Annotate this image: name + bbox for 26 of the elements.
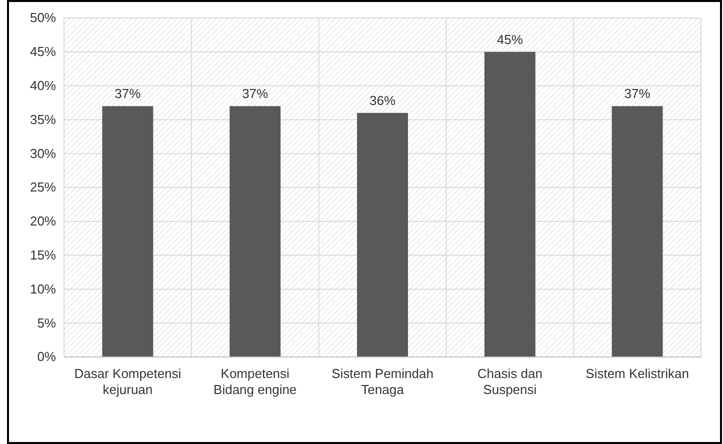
bar	[484, 52, 536, 357]
x-tick-label: Kompetensi Bidang engine	[214, 366, 297, 397]
x-tick-label: Sistem Kelistrikan	[586, 366, 689, 382]
data-label: 36%	[369, 92, 396, 108]
bar	[230, 106, 281, 357]
data-label: 37%	[114, 86, 142, 102]
y-tick-label: 25%	[30, 180, 56, 195]
y-tick-label: 40%	[30, 78, 56, 93]
data-label: 37%	[242, 86, 269, 102]
bar	[102, 106, 154, 357]
data-label: 37%	[624, 86, 651, 102]
data-label: 45%	[496, 32, 524, 47]
y-tick-label: 45%	[30, 44, 56, 60]
y-tick-label: 35%	[30, 112, 56, 127]
bar	[612, 106, 663, 357]
y-tick-label: 15%	[30, 247, 56, 262]
y-tick-label: 50%	[30, 10, 56, 26]
y-tick-label: 30%	[30, 146, 56, 161]
y-tick-label: 20%	[30, 214, 56, 229]
y-tick-label: 10%	[30, 281, 56, 296]
x-tick-label: Chasis dan Suspensi	[477, 366, 542, 397]
x-tick-label: Dasar Kompetensi kejuruan	[74, 366, 182, 397]
bar	[357, 112, 408, 357]
y-tick-label: 0%	[37, 349, 56, 364]
y-tick-label: 5%	[37, 315, 56, 330]
x-tick-label: Sistem Pemindah Tenaga	[332, 366, 434, 397]
